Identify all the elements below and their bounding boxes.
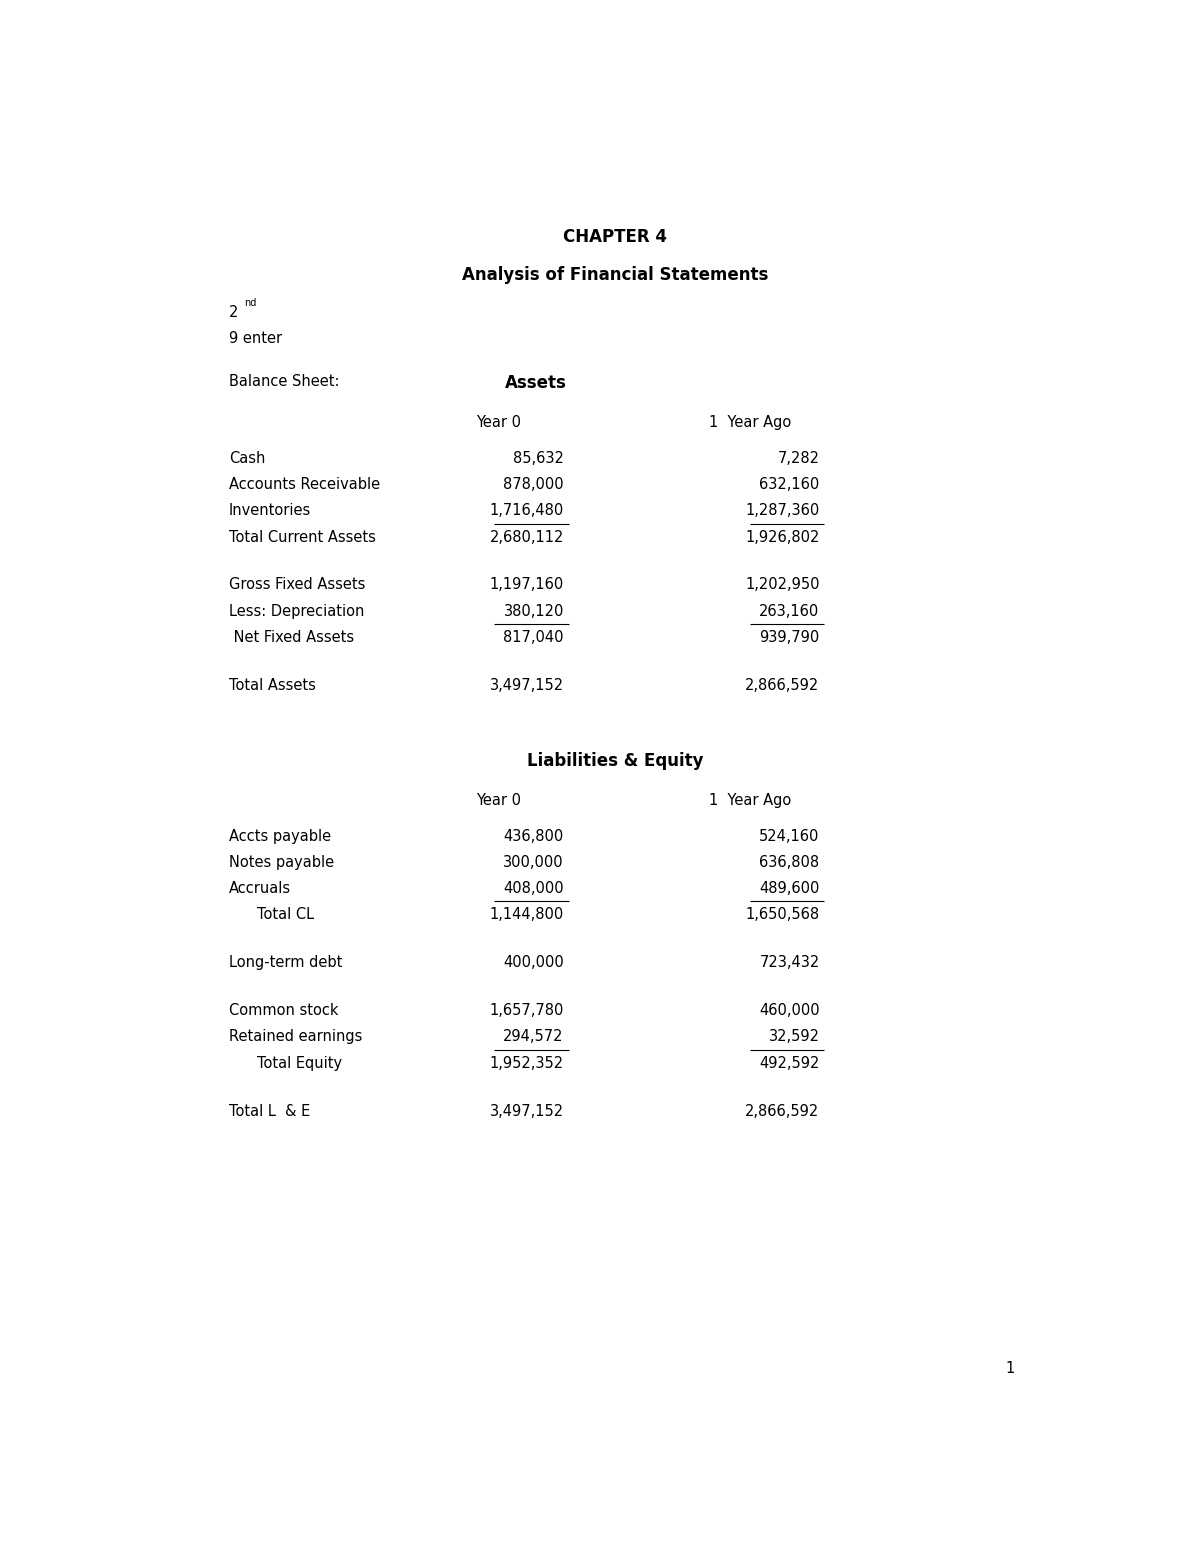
Text: 294,572: 294,572 [503, 1030, 564, 1045]
Text: 1,657,780: 1,657,780 [490, 1003, 564, 1019]
Text: Net Fixed Assets: Net Fixed Assets [229, 631, 354, 644]
Text: 1,144,800: 1,144,800 [490, 907, 564, 922]
Text: 492,592: 492,592 [760, 1056, 820, 1070]
Text: Retained earnings: Retained earnings [229, 1030, 362, 1045]
Text: nd: nd [244, 298, 257, 307]
Text: Accruals: Accruals [229, 881, 292, 896]
Text: 380,120: 380,120 [504, 604, 564, 618]
Text: Gross Fixed Assets: Gross Fixed Assets [229, 578, 366, 592]
Text: 2,866,592: 2,866,592 [745, 677, 820, 693]
Text: 817,040: 817,040 [503, 631, 564, 644]
Text: 1,716,480: 1,716,480 [490, 503, 564, 519]
Text: 1,926,802: 1,926,802 [745, 530, 820, 545]
Text: 85,632: 85,632 [512, 450, 564, 466]
Text: 878,000: 878,000 [503, 477, 564, 492]
Text: Year 0: Year 0 [476, 415, 521, 430]
Text: Liabilities & Equity: Liabilities & Equity [527, 752, 703, 770]
Text: Long-term debt: Long-term debt [229, 955, 342, 971]
Text: Accounts Receivable: Accounts Receivable [229, 477, 380, 492]
Text: 489,600: 489,600 [760, 881, 820, 896]
Text: 723,432: 723,432 [760, 955, 820, 971]
Text: 1,952,352: 1,952,352 [490, 1056, 564, 1070]
Text: Total L  & E: Total L & E [229, 1104, 311, 1118]
Text: 1,287,360: 1,287,360 [745, 503, 820, 519]
Text: 460,000: 460,000 [758, 1003, 820, 1019]
Text: Total Equity: Total Equity [257, 1056, 342, 1070]
Text: 939,790: 939,790 [760, 631, 820, 644]
Text: Inventories: Inventories [229, 503, 311, 519]
Text: 9 enter: 9 enter [229, 331, 282, 346]
Text: 1  Year Ago: 1 Year Ago [709, 415, 791, 430]
Text: Common stock: Common stock [229, 1003, 338, 1019]
Text: 524,160: 524,160 [760, 828, 820, 843]
Text: Total Current Assets: Total Current Assets [229, 530, 376, 545]
Text: 2: 2 [229, 304, 239, 320]
Text: 2,866,592: 2,866,592 [745, 1104, 820, 1118]
Text: Accts payable: Accts payable [229, 828, 331, 843]
Text: 32,592: 32,592 [769, 1030, 820, 1045]
Text: Total CL: Total CL [257, 907, 314, 922]
Text: 436,800: 436,800 [504, 828, 564, 843]
Text: Notes payable: Notes payable [229, 854, 334, 870]
Text: 636,808: 636,808 [760, 854, 820, 870]
Text: 3,497,152: 3,497,152 [490, 1104, 564, 1118]
Text: 7,282: 7,282 [778, 450, 820, 466]
Text: 263,160: 263,160 [760, 604, 820, 618]
Text: 1: 1 [1006, 1360, 1015, 1376]
Text: 1,202,950: 1,202,950 [745, 578, 820, 592]
Text: 400,000: 400,000 [503, 955, 564, 971]
Text: Less: Depreciation: Less: Depreciation [229, 604, 365, 618]
Text: Total Assets: Total Assets [229, 677, 316, 693]
Text: Assets: Assets [505, 374, 566, 391]
Text: 1,197,160: 1,197,160 [490, 578, 564, 592]
Text: CHAPTER 4: CHAPTER 4 [563, 228, 667, 247]
Text: 2,680,112: 2,680,112 [490, 530, 564, 545]
Text: 1  Year Ago: 1 Year Ago [709, 792, 791, 808]
Text: 3,497,152: 3,497,152 [490, 677, 564, 693]
Text: 300,000: 300,000 [503, 854, 564, 870]
Text: Analysis of Financial Statements: Analysis of Financial Statements [462, 267, 768, 284]
Text: 1,650,568: 1,650,568 [745, 907, 820, 922]
Text: Cash: Cash [229, 450, 265, 466]
Text: Balance Sheet:: Balance Sheet: [229, 374, 340, 390]
Text: 632,160: 632,160 [760, 477, 820, 492]
Text: Year 0: Year 0 [476, 792, 521, 808]
Text: 408,000: 408,000 [503, 881, 564, 896]
